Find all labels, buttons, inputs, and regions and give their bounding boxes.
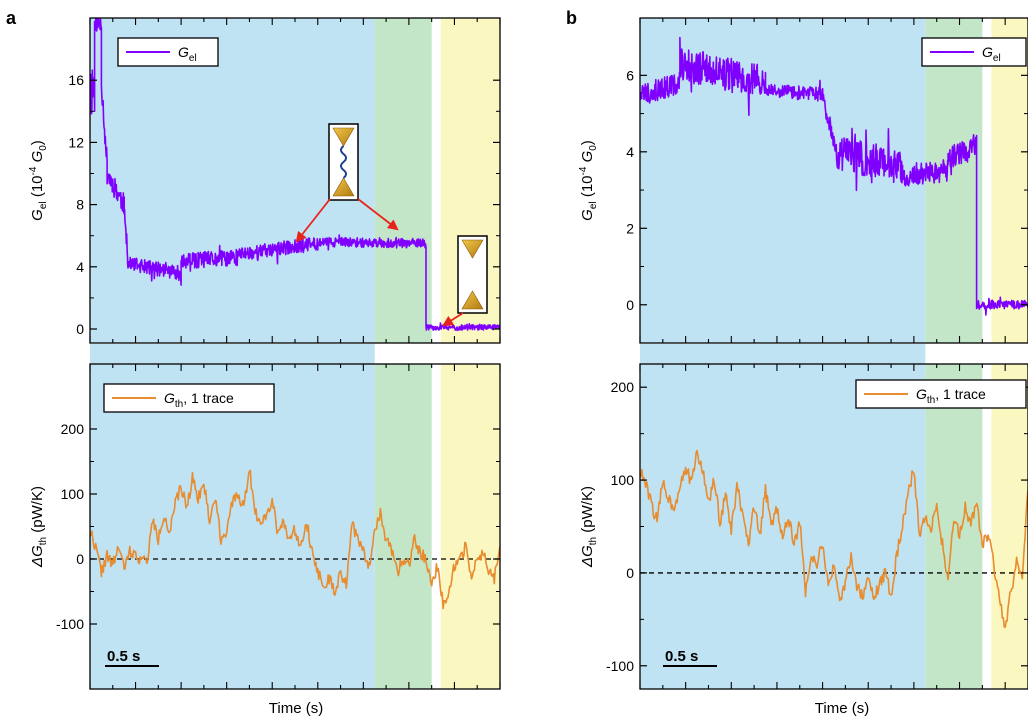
y-tick-label: 200 xyxy=(611,379,635,395)
y-tick-label: 100 xyxy=(61,486,85,502)
ylabel-a_top: Gel (10-4 G0) xyxy=(28,140,49,221)
y-tick-label: 2 xyxy=(626,220,634,236)
panel-a-bottom: -100 0 100 200 ΔGth (pW/K) Gth, 1 trace xyxy=(29,363,501,690)
y-tick-label: 0 xyxy=(626,565,634,581)
scalebar-b: 0.5 s xyxy=(663,648,717,667)
inset-arrows xyxy=(295,198,464,327)
y-tick-label: -100 xyxy=(606,658,634,674)
region-2 xyxy=(991,364,1028,689)
region-0 xyxy=(90,364,375,689)
region-2 xyxy=(991,18,1028,343)
legend-label: Gth, 1 trace xyxy=(164,390,234,410)
y-tick-label: 4 xyxy=(626,144,634,160)
panel-a-letter: a xyxy=(6,8,17,28)
series-line-a_bottom xyxy=(90,469,500,610)
y-tick-label: 200 xyxy=(61,421,85,437)
series-line-a_top xyxy=(90,18,500,332)
y-tick-label: 0 xyxy=(76,551,84,567)
ylabel-a_bottom: ΔGth (pW/K) xyxy=(29,486,49,568)
series-line-b_top xyxy=(640,36,1028,316)
y-tick-label: 0 xyxy=(626,297,634,313)
scalebar-a-label: 0.5 s xyxy=(107,648,140,665)
panel-a-top: 0 4 8 12 16 Gel (10-4 G0) Gel xyxy=(28,17,501,344)
gap-strip-a xyxy=(90,344,375,364)
y-tick-label: 100 xyxy=(611,472,635,488)
xlabel-b: Time (s) xyxy=(815,700,869,717)
y-tick-label: 4 xyxy=(76,259,84,275)
panel-b-bottom: -100 0 100 200 ΔGth (pW/K) Gth, 1 trace xyxy=(579,363,1028,690)
legend-label: Gel xyxy=(982,44,1001,64)
y-tick-label: 8 xyxy=(76,197,84,213)
scalebar-b-label: 0.5 s xyxy=(665,648,698,665)
region-1 xyxy=(374,18,432,343)
y-tick-label: 0 xyxy=(76,321,84,337)
region-0 xyxy=(640,364,926,689)
y-tick-label: -100 xyxy=(56,616,84,632)
y-tick-label: 12 xyxy=(68,134,84,150)
region-1 xyxy=(374,364,432,689)
region-0 xyxy=(90,18,375,343)
xlabel-a: Time (s) xyxy=(269,700,323,717)
junction-inset-broken xyxy=(457,235,488,314)
legend-label: Gel xyxy=(178,44,197,64)
region-2 xyxy=(440,364,500,689)
panel-b-letter: b xyxy=(566,8,577,28)
legend-label: Gth, 1 trace xyxy=(916,386,986,406)
y-tick-label: 6 xyxy=(626,67,634,83)
scalebar-a: 0.5 s xyxy=(105,648,159,667)
gap-strip-b xyxy=(640,344,926,364)
ylabel-b_top: Gel (10-4 G0) xyxy=(578,140,599,221)
series-line-b_bottom xyxy=(640,449,1028,629)
y-tick-label: 16 xyxy=(68,72,84,88)
junction-inset-molecule xyxy=(328,123,359,201)
panel-b-top: 0 2 4 6 Gel (10-4 G0) Gel xyxy=(578,17,1028,344)
ylabel-b_bottom: ΔGth (pW/K) xyxy=(579,486,599,568)
plot-frame xyxy=(639,17,1028,344)
